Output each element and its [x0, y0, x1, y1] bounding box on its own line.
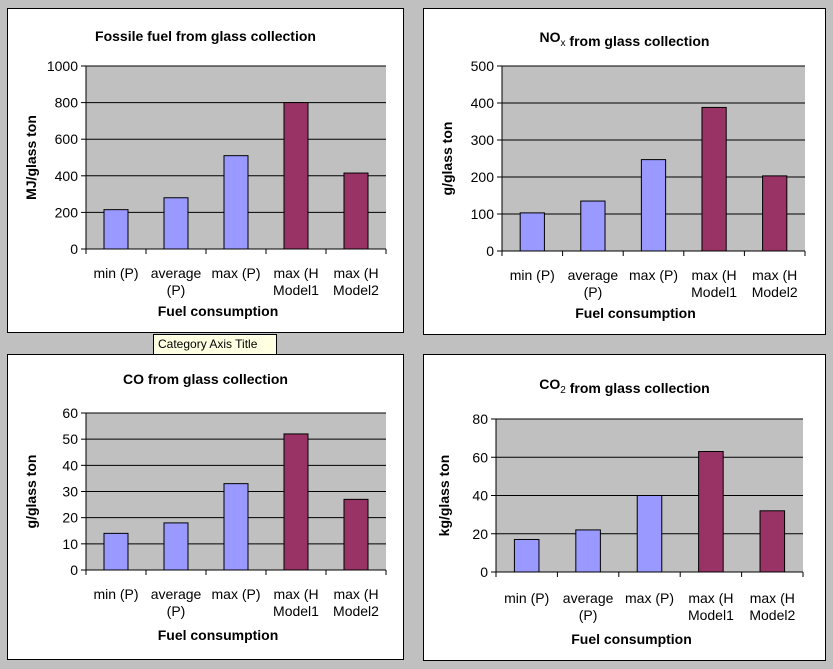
x-axis-title: Fuel consumption [158, 627, 279, 643]
y-tick-label: 60 [62, 405, 78, 421]
bar [762, 175, 788, 252]
chart-svg: 0 200 400 600 800 1000 min (P) average (P) max (P… [23, 28, 387, 319]
y-tick-label: 0 [70, 241, 78, 257]
chart-title: Fossile fuel from glass collection [95, 28, 316, 44]
y-tick-label: 50 [62, 431, 78, 447]
bar [343, 498, 369, 571]
x-category-label: max (P) [629, 267, 678, 283]
bar [343, 172, 369, 250]
y-tick-label: 1000 [47, 58, 78, 74]
x-category-label: average (P) [151, 265, 202, 298]
x-category-label: max (H Model2 [333, 265, 379, 298]
x-category-label: average (P) [151, 586, 202, 619]
y-tick-label: 200 [471, 169, 495, 185]
x-category-label: max (H Model1 [688, 590, 734, 623]
bar [103, 532, 129, 571]
chart-svg: 0 100 200 300 400 500 min (P) average (P) max (P)… [439, 29, 806, 321]
y-tick-label: 20 [62, 510, 78, 526]
chart-title: CO from glass collection [123, 371, 288, 387]
x-category-label: min (P) [510, 267, 555, 283]
y-axis-title: kg/glass ton [436, 455, 452, 537]
bar [513, 538, 540, 573]
y-tick-label: 200 [55, 204, 79, 220]
bar [640, 159, 667, 252]
x-category-label: average (P) [568, 267, 619, 300]
chart-svg: 0 10 20 30 40 50 60 min (P) average (P) max (P) max… [23, 371, 387, 643]
x-axis-title: Fuel consumption [575, 305, 696, 321]
y-tick-label: 800 [55, 95, 79, 111]
y-tick-label: 80 [472, 411, 488, 427]
y-tick-label: 0 [480, 564, 488, 580]
y-axis-title: g/glass ton [439, 122, 455, 196]
chart-panel-nox[interactable]: 0 100 200 300 400 500 min (P) average (P) max (P)… [423, 8, 826, 335]
x-axis-title: Fuel consumption [158, 303, 279, 319]
y-tick-label: 40 [62, 457, 78, 473]
bar [223, 483, 249, 571]
bar [580, 200, 606, 252]
x-category-label: average (P) [563, 590, 614, 623]
category-axis-title-tooltip: Category Axis Title [153, 334, 277, 355]
chart-title: CO2 from glass collection [539, 376, 710, 396]
chart-panel-co2[interactable]: 0 20 40 60 80 min (P) average (P) max (P) max (H M… [423, 354, 826, 661]
x-category-label: max (H Model1 [691, 267, 737, 300]
bar [223, 155, 249, 250]
x-category-label: min (P) [93, 586, 138, 602]
y-tick-label: 400 [471, 95, 495, 111]
x-category-label: max (P) [212, 586, 261, 602]
y-tick-label: 60 [472, 449, 488, 465]
x-category-label: max (H Model1 [273, 265, 319, 298]
y-tick-label: 500 [471, 58, 495, 74]
y-tick-label: 300 [471, 132, 495, 148]
x-category-label: max (P) [625, 590, 674, 606]
x-category-label: min (P) [504, 590, 549, 606]
x-category-label: max (P) [212, 265, 261, 281]
chart-title: NOx from glass collection [540, 29, 710, 49]
bar [636, 495, 663, 573]
y-tick-label: 10 [62, 536, 78, 552]
chart-panel-co[interactable]: 0 10 20 30 40 50 60 min (P) average (P) max (P) max… [7, 354, 404, 660]
y-axis-title: MJ/glass ton [23, 115, 39, 200]
bar [283, 433, 309, 571]
x-category-label: max (H Model2 [752, 267, 798, 300]
y-tick-label: 40 [472, 488, 488, 504]
x-category-label: min (P) [93, 265, 138, 281]
y-tick-label: 0 [486, 243, 494, 259]
y-tick-label: 0 [70, 562, 78, 578]
chart-svg: 0 20 40 60 80 min (P) average (P) max (P) max (H M… [436, 376, 804, 647]
bar [163, 197, 189, 250]
x-category-label: max (H Model2 [333, 586, 379, 619]
bar [519, 212, 545, 252]
y-tick-label: 20 [472, 526, 488, 542]
x-category-label: max (H Model1 [273, 586, 319, 619]
y-tick-label: 100 [471, 206, 495, 222]
x-category-label: max (H Model2 [749, 590, 795, 623]
x-axis-title: Fuel consumption [571, 631, 692, 647]
bar [163, 522, 189, 571]
bar [283, 102, 309, 250]
chart-panel-fossil-fuel[interactable]: 0 200 400 600 800 1000 min (P) average (P) max (P… [7, 8, 404, 333]
y-tick-label: 30 [62, 484, 78, 500]
y-axis-title: g/glass ton [23, 455, 39, 529]
bar [759, 510, 786, 573]
bar [103, 209, 129, 250]
y-tick-label: 600 [55, 131, 79, 147]
bar [575, 529, 601, 573]
bar [698, 451, 724, 573]
bar [701, 106, 727, 252]
y-tick-label: 400 [55, 168, 79, 184]
